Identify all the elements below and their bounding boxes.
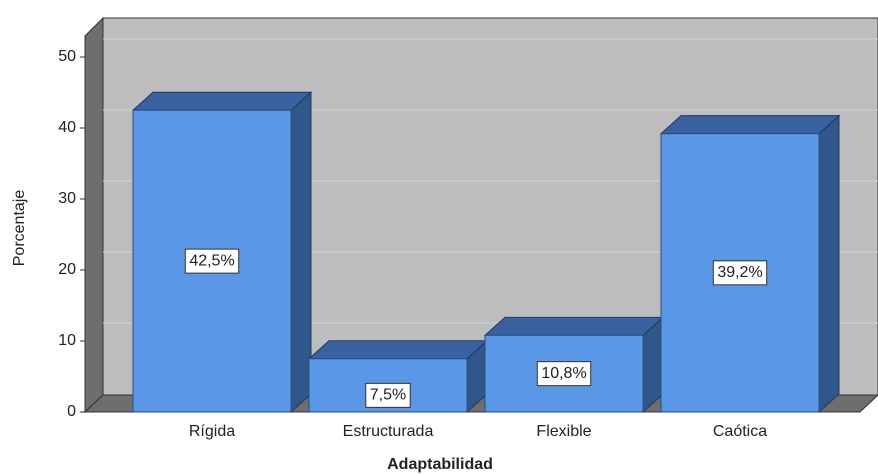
y-tick-label: 20 (58, 261, 76, 278)
bar-side (290, 91, 312, 414)
data-label: 10,8% (541, 365, 586, 382)
data-label-box (536, 361, 592, 387)
data-label: 7,5% (370, 387, 406, 404)
y-axis-label: Porcentaje (11, 190, 28, 267)
data-label: 39,2% (717, 264, 762, 281)
left-wall (84, 16, 104, 414)
y-tick-label: 30 (58, 190, 76, 207)
bar-side (818, 114, 840, 414)
data-label-box (712, 260, 768, 286)
x-axis-label: Adaptabilidad (387, 456, 493, 473)
y-tick-label: 0 (67, 403, 76, 420)
x-tick-label: Caótica (713, 423, 767, 440)
x-tick-label: Estructurada (343, 423, 434, 440)
bar-top (483, 316, 665, 336)
bar-top (307, 340, 489, 360)
y-tick-label: 10 (58, 332, 76, 349)
data-label-box (184, 248, 240, 274)
x-tick-label: Flexible (536, 423, 591, 440)
data-label-box (365, 382, 411, 408)
y-tick-label: 50 (58, 48, 76, 65)
x-tick-label: Rígida (189, 423, 235, 440)
data-label: 42,5% (189, 252, 234, 269)
bar-top (131, 91, 313, 111)
bar-top (659, 115, 841, 135)
y-tick-label: 40 (58, 119, 76, 136)
